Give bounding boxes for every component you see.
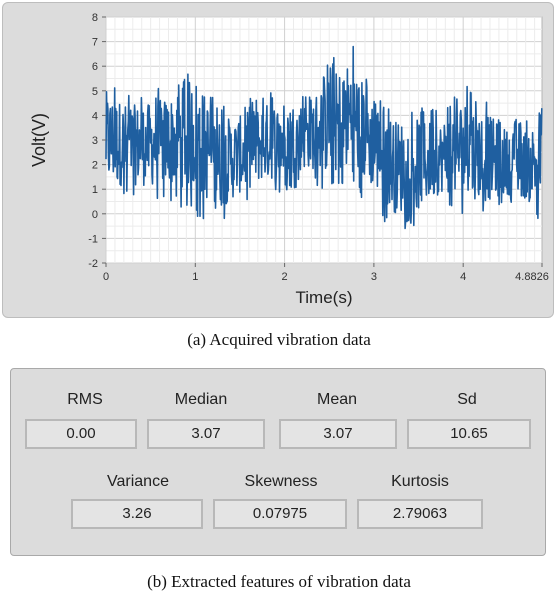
median-indicator: 3.07 [147,419,265,449]
sd-indicator: 10.65 [407,419,531,449]
y-tick-label: 2 [92,160,98,172]
y-tick-label: -2 [88,258,98,270]
mean-label: Mean [316,391,358,408]
y-tick-label: 4 [92,110,98,122]
caption-acquired-data: (a) Acquired vibration data [187,330,371,349]
y-axis-ticks: -2 -1 0 1 2 3 4 5 6 7 8 [88,12,106,270]
y-tick-label: 7 [92,37,98,49]
x-tick-label: 2 [282,271,288,283]
series-layer [105,45,543,230]
skewness-label: Skewness [244,473,318,490]
y-tick-label: 6 [92,61,98,73]
y-tick-label: 3 [92,135,98,147]
x-tick-label: 3 [371,271,377,283]
y-tick-label: 0 [92,209,98,221]
x-tick-label: 4.8826 [515,271,549,283]
kurtosis-indicator: 2.79063 [357,499,483,529]
skewness-indicator: 0.07975 [213,499,347,529]
vibration-signal-line [105,45,543,230]
caption-extracted-features: (b) Extracted features of vibration data [147,572,411,591]
mean-indicator: 3.07 [279,419,397,449]
sd-label: Sd [457,391,477,408]
x-axis-ticks: 0 1 2 3 4 4.8826 [103,263,549,283]
x-tick-label: 1 [192,271,198,283]
median-label: Median [174,391,228,408]
variance-indicator: 3.26 [71,499,203,529]
variance-label: Variance [107,473,169,490]
x-axis-label: Time(s) [296,288,353,307]
y-tick-label: 5 [92,86,98,98]
x-tick-label: 4 [460,271,466,283]
rms-label: RMS [67,391,103,408]
y-axis-label: Volt(V) [29,113,49,167]
y-tick-label: 1 [92,184,98,196]
features-panel: RMS 0.00 Median 3.07 Mean 3.07 Sd 10.65 … [10,368,546,556]
y-tick-label: -1 [88,233,98,245]
rms-indicator: 0.00 [25,419,137,449]
kurtosis-label: Kurtosis [391,473,449,490]
vibration-waveform-chart: -2 -1 0 1 2 3 4 5 6 7 8 0 1 2 3 4 4.8826 Volt(V) Time(s… [29,12,549,307]
y-tick-label: 8 [92,12,98,24]
x-tick-label: 0 [103,271,109,283]
